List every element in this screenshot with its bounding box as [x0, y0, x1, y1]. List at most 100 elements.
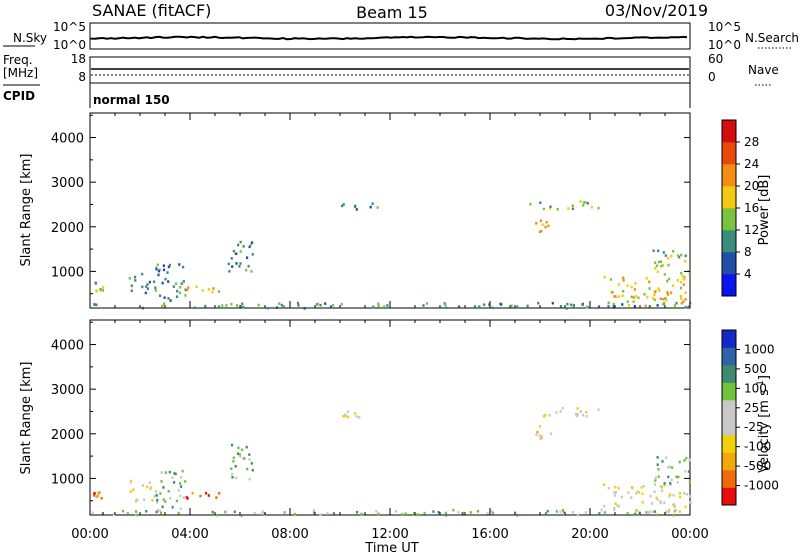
- scatter-cell-p0-r10: [657, 249, 660, 253]
- scatter-cell-p1-r0: [626, 512, 629, 515]
- scatter-cell-p0-r0: [275, 306, 279, 309]
- scatter-cell-p0-r3: [178, 263, 181, 266]
- scatter-cell-p1-r0: [261, 512, 264, 515]
- y-tick-label: 2000: [51, 428, 84, 443]
- scatter-cell-p1-r10: [684, 470, 687, 473]
- scatter-cell-p0-r3: [167, 280, 170, 283]
- scatter-cell-p1-r7: [579, 410, 582, 413]
- scatter-cell-p0-r0: [340, 302, 343, 306]
- scatter-cell-p0-r5: [235, 262, 238, 265]
- colorbar-segment: [722, 470, 736, 488]
- y-tick-label: 3000: [51, 176, 84, 191]
- scatter-cell-p1-r0: [445, 513, 448, 517]
- scatter-cell-p0-r10: [678, 255, 681, 259]
- scatter-cell-p0-r9: [634, 282, 637, 285]
- scatter-cell-p1-r0: [648, 510, 651, 514]
- scatter-cell-p0-r3: [157, 269, 160, 273]
- scatter-cell-p0-r9: [626, 300, 629, 303]
- scatter-cell-p1-r9: [635, 492, 638, 495]
- scatter-cell-p1-r9: [656, 498, 659, 501]
- scatter-cell-p0-r3: [156, 263, 159, 267]
- scatter-cell-p0-r0: [93, 303, 96, 306]
- scatter-cell-p1-r9: [667, 510, 670, 514]
- scatter-cell-p0-r0: [491, 306, 494, 310]
- time-tick-label: 20:00: [571, 527, 608, 542]
- scatter-cell-p0-r0: [95, 303, 98, 307]
- scatter-cell-p0-r4: [217, 290, 220, 293]
- scatter-cell-p1-r0: [432, 510, 435, 513]
- colorbar-tick-label: 1000: [744, 342, 775, 356]
- scatter-cell-p0-r9: [632, 300, 635, 303]
- scatter-cell-p1-r0: [555, 510, 558, 513]
- scatter-cell-p1-r7: [555, 411, 558, 414]
- scatter-cell-p1-r5: [231, 476, 234, 479]
- colorbar-segment: [722, 330, 736, 348]
- scatter-cell-p0-r9: [607, 301, 610, 304]
- colorbar-tick-label: 25: [744, 401, 759, 415]
- scatter-cell-p1-r3: [182, 496, 185, 499]
- scatter-cell-p0-r10: [660, 260, 663, 263]
- scatter-cell-p1-r0: [476, 510, 480, 513]
- scatter-cell-p1-r3: [179, 482, 182, 485]
- colorbar-tick-label: 12: [744, 223, 759, 237]
- scatter-cell-p0-r10: [652, 249, 655, 252]
- scatter-cell-p0-r0: [566, 302, 569, 306]
- scatter-cell-p0-r9: [682, 300, 685, 303]
- scatter-cell-p1-r9: [642, 484, 645, 488]
- scatter-cell-p1-r0: [457, 510, 460, 514]
- scatter-cell-p0-r0: [282, 305, 285, 308]
- scatter-cell-p0-r0: [257, 303, 260, 307]
- scatter-cell-p0-r2: [154, 289, 157, 292]
- scatter-cell-p1-r9: [674, 509, 678, 512]
- scatter-cell-p1-r0: [240, 514, 243, 517]
- y-tick-label: 4000: [51, 339, 84, 354]
- scatter-cell-p1-r0: [211, 510, 214, 514]
- scatter-cell-p1-r9: [659, 501, 662, 505]
- beam-title: Beam 15: [356, 3, 428, 22]
- scatter-cell-p1-r3: [164, 500, 167, 503]
- colorbar-tick-label: 100: [744, 381, 767, 395]
- scatter-cell-p1-r0: [416, 513, 419, 516]
- scatter-cell-p0-r0: [597, 305, 601, 309]
- scatter-cell-p0-r5: [230, 257, 233, 260]
- scatter-cell-p0-r3: [159, 294, 162, 297]
- scatter-cell-p1-r0: [224, 510, 227, 514]
- scatter-cell-p1-r9: [636, 490, 639, 493]
- scatter-cell-p0-r3: [176, 289, 179, 293]
- time-tick-label: 16:00: [471, 527, 508, 542]
- scatter-cell-p0-r2: [146, 283, 149, 286]
- scatter-cell-p0-r0: [488, 303, 491, 306]
- scatter-cell-p0-r0: [225, 304, 228, 307]
- colorbar-frame: [721, 329, 737, 506]
- scatter-cell-p1-r0: [156, 508, 159, 512]
- scatter-cell-p0-r4: [187, 286, 190, 289]
- colorbar-segment: [722, 452, 736, 471]
- scatter-cell-p1-r0: [313, 509, 316, 512]
- scatter-cell-p1-r4: [207, 494, 210, 497]
- scatter-cell-p1-r9: [635, 509, 638, 513]
- scatter-cell-p0-r3: [164, 277, 167, 281]
- nsky-trace: [90, 35, 688, 41]
- scatter-cell-p1-r9: [653, 490, 656, 494]
- scatter-cell-p1-r9: [689, 495, 692, 498]
- scatter-cell-p0-r2: [130, 289, 133, 293]
- scatter-cell-p1-r10: [670, 478, 673, 482]
- scatter-cell-p0-r9: [622, 289, 625, 293]
- colorbar-segment: [722, 252, 736, 275]
- scatter-cell-p1-r0: [490, 510, 493, 513]
- scatter-cell-p1-r10: [661, 460, 664, 463]
- scatter-cell-p0-r6: [371, 202, 374, 205]
- scatter-cell-p0-r5: [239, 262, 242, 265]
- scatter-cell-p1-r9: [654, 483, 657, 486]
- scatter-cell-p0-r9: [634, 295, 637, 298]
- colorbar-segment: [722, 382, 736, 401]
- scatter-cell-p0-r7: [579, 200, 582, 203]
- scatter-cell-p0-r9: [611, 291, 614, 294]
- power-y-axis-label: Slant Range [km]: [19, 154, 34, 267]
- scatter-cell-p0-r7: [549, 207, 552, 210]
- scatter-cell-p1-r0: [563, 512, 566, 515]
- scatter-cell-p1-r0: [656, 513, 659, 517]
- scatter-cell-p1-r8: [540, 435, 543, 438]
- station-title: SANAE (fitACF): [92, 1, 211, 20]
- scatter-cell-p0-r3: [184, 288, 187, 292]
